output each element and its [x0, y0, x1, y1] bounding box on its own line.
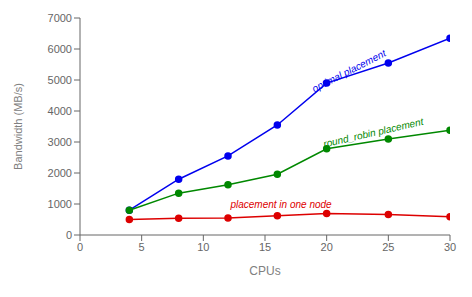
svg-text:5: 5: [139, 241, 145, 253]
svg-text:2000: 2000: [48, 167, 72, 179]
svg-text:optimal placement: optimal placement: [310, 47, 388, 94]
svg-text:15: 15: [259, 241, 271, 253]
svg-text:3000: 3000: [48, 136, 72, 148]
svg-text:20: 20: [321, 241, 333, 253]
svg-text:5000: 5000: [48, 74, 72, 86]
svg-text:10: 10: [197, 241, 209, 253]
svg-text:25: 25: [382, 241, 394, 253]
svg-text:CPUs: CPUs: [249, 264, 280, 278]
svg-text:Bandwidth (MB/s): Bandwidth (MB/s): [12, 83, 24, 170]
svg-text:placement in one node: placement in one node: [229, 199, 332, 210]
svg-text:30: 30: [444, 241, 456, 253]
svg-text:7000: 7000: [48, 12, 72, 24]
svg-text:1000: 1000: [48, 198, 72, 210]
svg-text:round_robin placement: round_robin placement: [322, 116, 425, 150]
svg-text:4000: 4000: [48, 105, 72, 117]
svg-text:6000: 6000: [48, 43, 72, 55]
svg-text:0: 0: [66, 229, 72, 241]
svg-text:0: 0: [77, 241, 83, 253]
